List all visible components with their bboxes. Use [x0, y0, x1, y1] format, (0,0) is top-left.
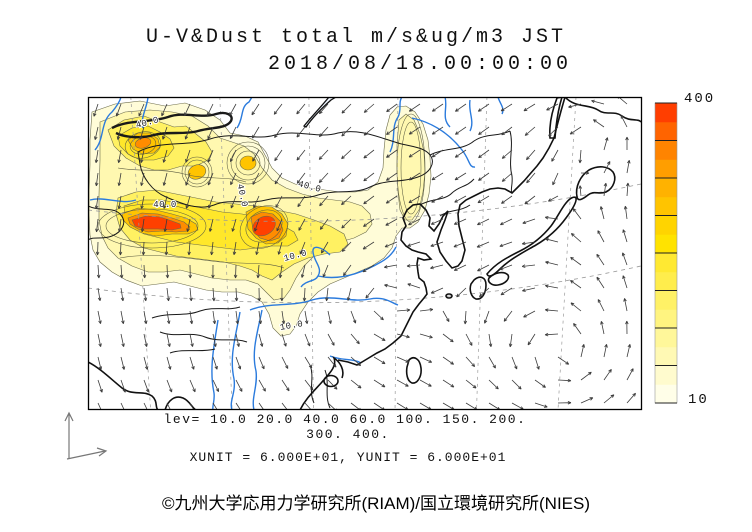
rivers — [89, 97, 504, 410]
axis-arrows-icon — [64, 411, 108, 460]
colorbar-min-label: 10 — [688, 392, 709, 408]
contour-level-list-line2: 300. 400. — [306, 427, 390, 442]
meridian-lines — [130, 97, 577, 410]
country-borders — [88, 111, 513, 409]
contour-lines — [97, 113, 426, 269]
lake-baikal — [303, 97, 338, 128]
map-frame — [87, 96, 643, 411]
copyright-credit: ©九州大学応用力学研究所(RIAM)/国立環境研究所(NIES) — [161, 494, 591, 513]
colorbar-max-label: 400 — [684, 91, 716, 107]
wind-arrows — [93, 97, 636, 410]
contour-level-list-line1: lev= 10.0 20.0 40.0 60.0 100. 150. 200. — [163, 412, 527, 427]
dust-shading — [88, 100, 432, 337]
colorbar — [654, 102, 678, 404]
chart-title: U-V&Dust total m/s&ug/m3 JST — [145, 26, 567, 49]
coastlines — [88, 97, 641, 410]
unit-info: XUNIT = 6.000E+01, YUNIT = 6.000E+01 — [189, 450, 507, 465]
svg-text:40.0: 40.0 — [235, 183, 250, 208]
chart-datetime: 2018/08/18.00:00:00 — [267, 53, 573, 76]
